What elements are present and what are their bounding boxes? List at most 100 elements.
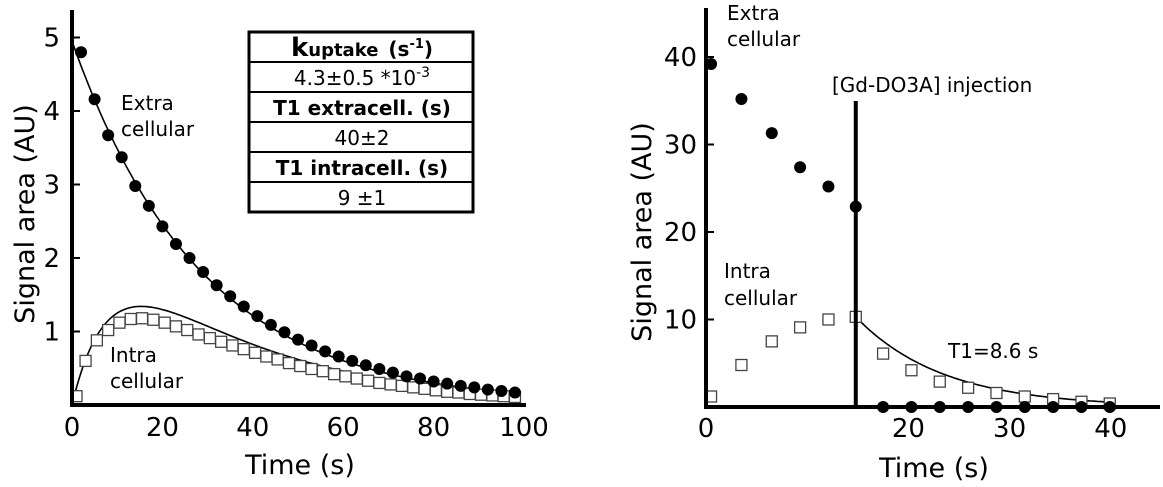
- right-t1-fit-curve: [855, 316, 1109, 403]
- left-x-tick-label: 20: [146, 413, 179, 443]
- left-plot-marks: [70, 40, 522, 406]
- extra-point: [454, 379, 467, 392]
- extra-point: [359, 359, 372, 372]
- intra-point: [147, 313, 160, 326]
- right-y-ticks: 10 20 30 40: [664, 43, 714, 336]
- right-x-tick-label: 30: [993, 414, 1026, 444]
- right-y-tick-label: 10: [664, 306, 697, 336]
- left-x-tick-label: 40: [236, 413, 269, 443]
- intra-point: [328, 367, 341, 381]
- extra-point: [264, 318, 277, 331]
- extra-point: [373, 362, 386, 375]
- intra-point: [350, 372, 363, 385]
- left-y-tick-label: 5: [43, 24, 60, 54]
- intra-point: [735, 358, 748, 372]
- extra-point: [468, 381, 481, 394]
- extra-point: [400, 370, 413, 383]
- right-y-tick-label: 20: [664, 218, 697, 248]
- intra-point: [384, 378, 397, 391]
- left-y-tick-label: 2: [43, 244, 60, 274]
- left-intra-label-2: cellular: [110, 369, 184, 393]
- injection-label: [Gd-DO3A] injection: [832, 73, 1032, 97]
- t1-label: T1=8.6 s: [947, 339, 1038, 363]
- intra-point: [905, 364, 918, 377]
- intra-point: [260, 350, 273, 363]
- right-y-tick-label: 30: [664, 131, 697, 161]
- extra-point: [115, 151, 128, 164]
- intra-point: [192, 328, 205, 341]
- right-x-tick-label: 40: [1094, 414, 1127, 444]
- left-chart: 0 20 40 60 80 100 1 2 3 4 5 Time (s) Signal area …: [10, 10, 549, 481]
- intra-point: [135, 312, 149, 325]
- intra-point: [294, 359, 307, 373]
- intra-point: [933, 375, 946, 388]
- intra-point: [181, 323, 194, 337]
- left-extra-label-1: Extra: [121, 91, 174, 115]
- left-y-axis-title: Signal area (AU): [10, 104, 41, 324]
- intra-point: [158, 316, 171, 329]
- right-x-ticks: 0 20 30 40: [698, 414, 1128, 444]
- extra-point: [508, 386, 521, 399]
- intra-point: [822, 313, 835, 326]
- right-plot-marks: [704, 58, 1116, 413]
- left-y-tick-label: 1: [43, 318, 60, 348]
- intra-point: [124, 312, 137, 326]
- table-row-kuptake: kuptake (s-1): [291, 33, 433, 63]
- extra-point: [427, 375, 440, 388]
- intra-point: [793, 321, 807, 334]
- right-x-tick-label: 20: [892, 414, 925, 444]
- extra-point: [495, 385, 508, 398]
- extra-point: [210, 279, 223, 292]
- intra-point: [305, 362, 318, 376]
- right-extra-label-1: Extra: [727, 1, 780, 25]
- extra-point: [386, 366, 399, 379]
- extra-point: [169, 238, 182, 251]
- right-y-tick-label: 40: [664, 43, 697, 73]
- extra-point: [183, 252, 196, 264]
- extra-point: [197, 265, 210, 278]
- intra-point: [271, 353, 284, 366]
- left-x-tick-label: 0: [64, 413, 81, 443]
- intra-point: [203, 331, 217, 345]
- extra-point: [129, 179, 142, 192]
- right-x-tick-label: 0: [698, 414, 715, 444]
- left-x-tick-label: 80: [417, 413, 450, 443]
- extra-point: [102, 129, 115, 142]
- intra-point: [373, 376, 386, 390]
- extra-point: [765, 127, 778, 140]
- extra-point: [305, 339, 318, 352]
- left-extra-label-2: cellular: [121, 117, 195, 141]
- left-x-axis-title: Time (s): [244, 450, 355, 481]
- intra-point: [765, 335, 778, 348]
- intra-point: [237, 342, 250, 356]
- left-y-ticks: 1 2 3 4 5: [43, 24, 80, 348]
- intra-point: [316, 365, 330, 378]
- right-intra-label-2: cellular: [724, 286, 798, 310]
- extra-point: [251, 310, 264, 323]
- extra-point: [75, 46, 88, 59]
- extra-point: [822, 180, 835, 193]
- intra-point: [90, 334, 104, 347]
- extra-point: [414, 372, 427, 385]
- extra-point: [224, 290, 237, 303]
- extra-point: [346, 354, 359, 367]
- intra-point: [961, 381, 975, 394]
- extra-point: [319, 345, 332, 358]
- left-x-tick-label: 60: [327, 413, 360, 443]
- extra-point: [142, 199, 155, 212]
- intra-point: [102, 323, 115, 337]
- intra-point: [1018, 390, 1031, 403]
- table-row-t1-intra-value: 9 ±1: [338, 186, 387, 210]
- left-x-ticks: 0 20 40 60 80 100: [64, 413, 549, 443]
- intra-point: [876, 347, 890, 360]
- extra-point: [735, 93, 748, 105]
- right-x-axis-title: Time (s): [878, 453, 989, 484]
- intra-point: [339, 370, 352, 383]
- right-chart: 0 20 30 40 10 20 30 40 Time (s) Signal area (A…: [627, 1, 1160, 484]
- intra-point: [361, 374, 375, 387]
- left-x-tick-label: 100: [499, 413, 549, 443]
- right-y-axis-title: Signal area (AU): [627, 122, 658, 342]
- table-row-kuptake-value: 4.3±0.5 *10-3: [294, 65, 430, 90]
- intra-point: [113, 316, 126, 329]
